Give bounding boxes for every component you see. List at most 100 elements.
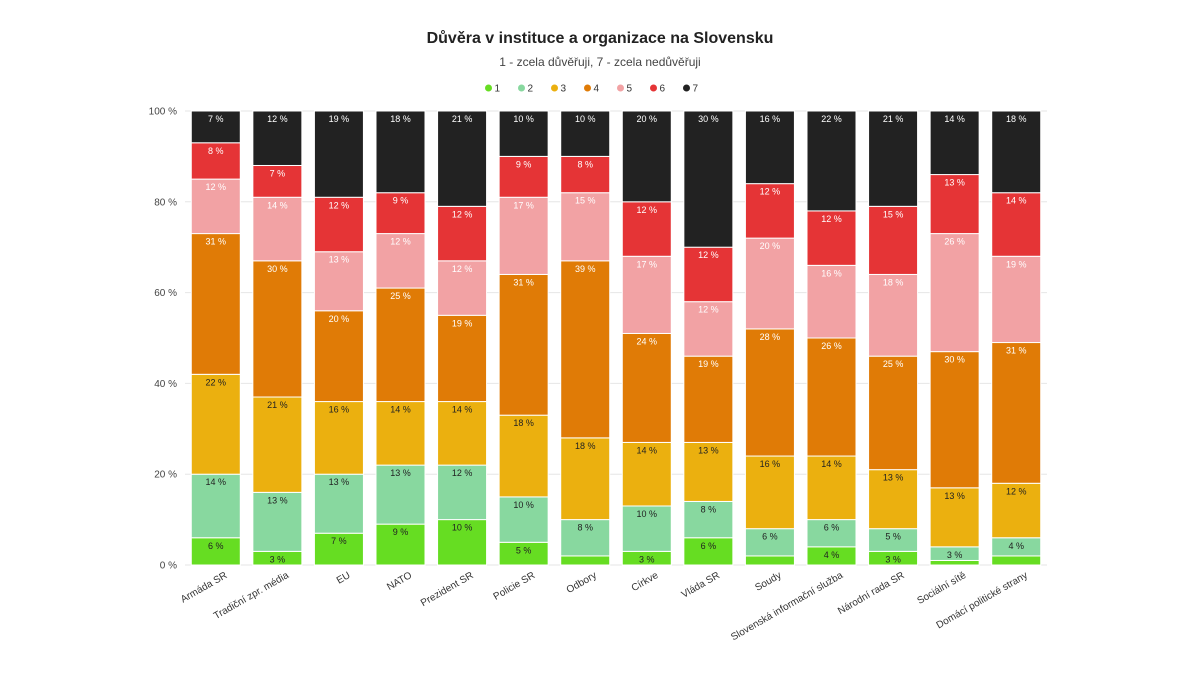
data-label: 10 %: [637, 509, 658, 519]
data-label: 25 %: [883, 359, 904, 369]
bar-segment: [252, 164, 303, 198]
legend-swatch: [650, 84, 657, 92]
bar-segment: [621, 505, 672, 552]
data-label: 24 %: [637, 336, 658, 346]
data-label: 12 %: [452, 468, 473, 478]
data-label: 18 %: [883, 277, 904, 287]
data-label: 12 %: [698, 250, 719, 260]
data-label: 6 %: [762, 532, 778, 542]
chart-subtitle: 1 - zcela důvěřuji, 7 - zcela nedůvěřuji: [499, 55, 701, 69]
data-label: 4 %: [1008, 541, 1024, 551]
category-label: Vláda SR: [680, 570, 722, 601]
bar-segment: [190, 537, 241, 566]
bar-segment: [868, 273, 919, 357]
bar-segment: [252, 110, 303, 166]
data-label: 7 %: [208, 114, 224, 124]
bar-segment: [806, 210, 857, 266]
data-label: 16 %: [760, 114, 781, 124]
bar-segment: [375, 287, 426, 403]
bar-segment: [929, 233, 980, 353]
bar-segment: [868, 205, 919, 275]
data-label: 10 %: [513, 500, 534, 510]
data-label: 30 %: [698, 114, 719, 124]
data-label: 21 %: [267, 400, 288, 410]
data-label: 13 %: [329, 255, 350, 265]
data-label: 28 %: [760, 332, 781, 342]
data-label: 19 %: [452, 318, 473, 328]
bar-segment: [929, 110, 980, 176]
data-label: 12 %: [821, 214, 842, 224]
bar-segment: [929, 559, 980, 566]
bar-segment: [621, 255, 672, 334]
bar-segment: [560, 260, 611, 439]
bar-segment: [806, 110, 857, 212]
data-label: 9 %: [516, 159, 532, 169]
data-label: 39 %: [575, 264, 596, 274]
data-label: 13 %: [883, 473, 904, 483]
bar-segment: [683, 537, 734, 566]
bar-segment: [437, 260, 488, 316]
bar-segment: [313, 110, 364, 198]
data-label: 18 %: [575, 441, 596, 451]
data-label: 13 %: [390, 468, 411, 478]
bar-segment: [621, 332, 672, 443]
bar-segment: [991, 555, 1042, 566]
data-label: 17 %: [637, 259, 658, 269]
bars-layer: [190, 110, 1042, 566]
bar-segment: [375, 110, 426, 194]
bar-segment: [683, 301, 734, 357]
y-tick-label: 20 %: [154, 470, 177, 481]
legend-swatch: [617, 84, 624, 92]
bar-segment: [744, 455, 795, 530]
data-label: 25 %: [390, 291, 411, 301]
bar-segment: [190, 178, 241, 235]
bar-segment: [252, 196, 303, 262]
legend-swatch: [683, 84, 690, 92]
data-label: 15 %: [575, 196, 596, 206]
data-label: 12 %: [452, 264, 473, 274]
bar-segment: [744, 328, 795, 457]
legend-label: 1: [495, 84, 501, 95]
legend-label: 3: [561, 84, 567, 95]
category-label: Národní rada SR: [836, 570, 906, 617]
data-label: 14 %: [1006, 196, 1027, 206]
data-label: 21 %: [452, 114, 473, 124]
data-label: 14 %: [206, 477, 227, 487]
bar-segment: [683, 500, 734, 539]
legend-swatch: [551, 84, 558, 92]
data-label: 18 %: [1006, 114, 1027, 124]
chart-title: Důvěra v instituce a organizace na Slove…: [426, 30, 774, 47]
data-label: 14 %: [390, 405, 411, 415]
bar-segment: [868, 355, 919, 471]
data-label: 14 %: [267, 200, 288, 210]
category-label: Slovenská informační služba: [729, 570, 845, 643]
bar-segment: [313, 401, 364, 475]
bar-segment: [806, 455, 857, 521]
bar-segment: [190, 110, 241, 144]
data-label: 30 %: [267, 264, 288, 274]
bar-segment: [991, 482, 1042, 539]
category-label: Církve: [630, 570, 661, 594]
legend-label: 5: [627, 84, 633, 95]
bar-segment: [313, 532, 364, 566]
data-label: 12 %: [206, 182, 227, 192]
y-tick-label: 0 %: [160, 561, 177, 572]
bar-segment: [868, 469, 919, 530]
bar-segment: [806, 519, 857, 548]
bar-segment: [498, 496, 549, 543]
data-label: 10 %: [452, 523, 473, 533]
bar-segment: [621, 441, 672, 507]
bar-segment: [437, 401, 488, 466]
data-label: 4 %: [824, 550, 840, 560]
data-label: 7 %: [331, 536, 347, 546]
data-label: 12 %: [698, 305, 719, 315]
data-label: 16 %: [821, 268, 842, 278]
bar-segment: [868, 110, 919, 207]
bar-segment: [498, 155, 549, 198]
data-label: 13 %: [698, 445, 719, 455]
y-tick-label: 60 %: [154, 288, 177, 299]
data-label: 14 %: [637, 445, 658, 455]
bar-segment: [313, 310, 364, 403]
data-label: 20 %: [329, 314, 350, 324]
